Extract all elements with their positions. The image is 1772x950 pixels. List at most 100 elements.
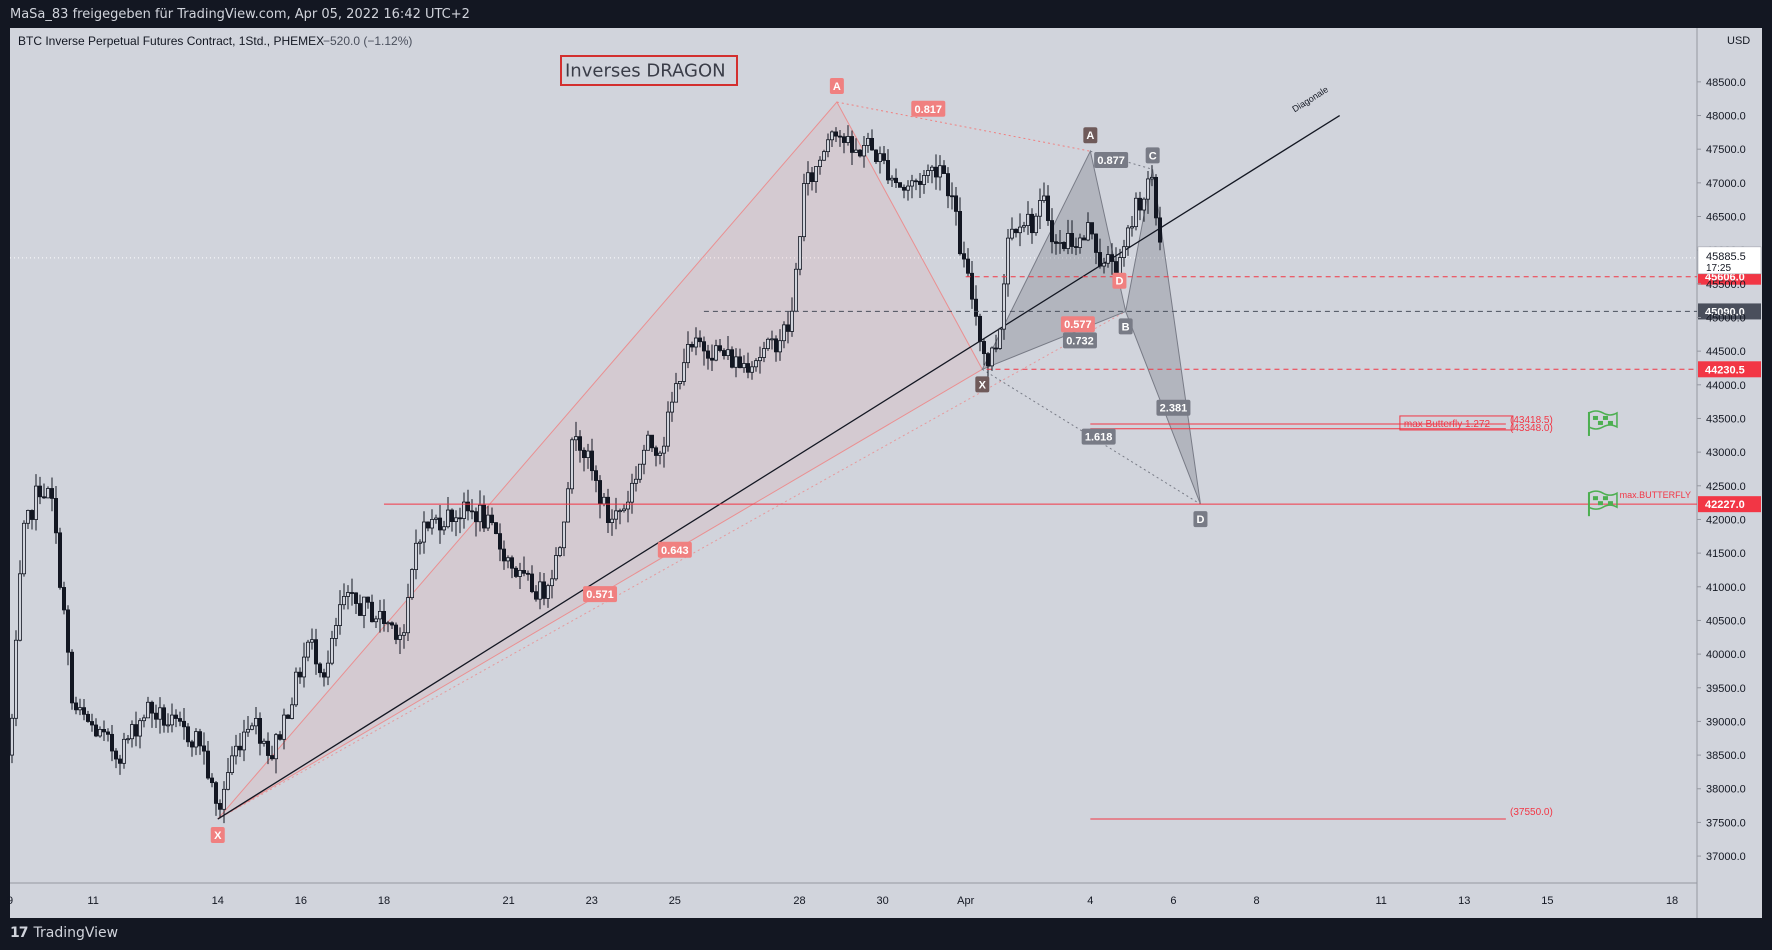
candle [626, 490, 631, 523]
point-label-B: B [1118, 318, 1133, 335]
candle [1130, 216, 1135, 237]
candle [273, 733, 278, 774]
candle-body [1142, 198, 1147, 211]
candle-body [1134, 197, 1139, 228]
candle-body [1014, 228, 1019, 234]
candle-body [950, 195, 955, 198]
candle [1098, 238, 1103, 269]
candle [110, 725, 115, 762]
candle-body [946, 173, 951, 197]
fib-ratio-label: 0.577 [1060, 316, 1095, 333]
checkered-flag-icon [1587, 490, 1618, 517]
candle [554, 547, 559, 581]
chart-text: BTC Inverse Perpetual Futures Contract, … [18, 34, 1750, 86]
candle-body [473, 511, 478, 523]
tradingview-logo-icon: 𝟭𝟳 [10, 925, 29, 941]
y-tick-label: 39500.0 [1706, 683, 1746, 695]
flag-check [1597, 501, 1603, 506]
candle-body [1110, 254, 1115, 262]
fib-ratio-text: 0.643 [661, 545, 689, 557]
candle-body [313, 639, 318, 665]
candle [50, 477, 55, 512]
candle [185, 723, 190, 747]
y-tick-label: 39000.0 [1706, 716, 1746, 728]
candle [433, 514, 438, 524]
pattern-labels: X A D X A B C D 0.817 0.877 0.577 0.732 0.643 0.571 2.… [210, 78, 1208, 844]
candle-body [786, 324, 791, 332]
candle-body [1030, 213, 1035, 234]
candle-body [1150, 176, 1155, 180]
candle [177, 711, 182, 727]
y-tick-label: 38500.0 [1706, 750, 1746, 762]
candle-body [145, 701, 150, 719]
candle [505, 555, 510, 569]
candle [666, 401, 671, 452]
fib-ratio-label: 0.877 [1094, 151, 1129, 168]
candle-body [333, 625, 338, 639]
point-label-text: C [1149, 150, 1157, 162]
candle-body [726, 349, 731, 357]
butterfly-price-1: (43418.5) [1510, 415, 1553, 426]
candle-body [746, 363, 751, 373]
candle [269, 745, 274, 761]
candle [610, 509, 615, 536]
candle [578, 430, 583, 463]
candle [974, 285, 979, 326]
point-label-box [1118, 318, 1133, 335]
candle-body [153, 712, 158, 720]
candle-body [1118, 257, 1123, 275]
candle-body [566, 488, 571, 523]
candle-body [1078, 237, 1083, 248]
big-pattern-xd-dotted [217, 310, 1126, 820]
candle-body [682, 362, 687, 382]
candle-body [357, 603, 362, 616]
y-tick-label: 44000.0 [1706, 380, 1746, 392]
candle [622, 504, 627, 513]
candle-body [614, 510, 619, 520]
price-chart[interactable]: Diagonale 45606.0 45090.0 44230.5 42227.0 ma… [0, 28, 1772, 918]
butterfly-note: max Butterfly 1.272 [1404, 419, 1491, 430]
time-axis-area [10, 883, 1697, 918]
candle [165, 713, 170, 733]
candle [313, 628, 318, 675]
current-price-time: 17:25 [1706, 263, 1731, 274]
flag-cloth [1588, 410, 1618, 430]
candle-body [421, 521, 426, 543]
candle [265, 732, 270, 765]
candle-body [197, 731, 202, 747]
candle-body [345, 592, 350, 597]
candle [758, 346, 763, 374]
candle [542, 572, 547, 606]
candle-body [141, 717, 146, 722]
candle-body [598, 480, 603, 505]
candle-body [722, 350, 727, 357]
candle-body [34, 485, 39, 520]
candle [285, 714, 290, 719]
candle-body [994, 347, 999, 350]
candle [786, 311, 791, 344]
candle-body [690, 344, 695, 348]
point-label-box [829, 78, 844, 95]
candle-body [922, 175, 927, 185]
candle-body [1102, 262, 1107, 267]
candle-body [774, 338, 779, 353]
candle-body [866, 137, 871, 146]
candle [9, 713, 14, 764]
candle-body [550, 578, 555, 587]
candle [670, 391, 675, 422]
candle [461, 492, 466, 529]
candle [546, 583, 551, 608]
candle-body [509, 557, 514, 569]
candle-body [277, 734, 282, 740]
candle-body [173, 714, 178, 719]
candle [558, 546, 563, 558]
target-price-note: (37550.0) [1510, 807, 1553, 818]
candle [153, 704, 158, 728]
candle [1138, 191, 1143, 221]
candle [690, 341, 695, 352]
candle [902, 184, 907, 199]
candle-body [305, 641, 310, 658]
candle-body [82, 707, 87, 715]
candle [229, 746, 234, 775]
x-tick-label: 9 [7, 895, 13, 907]
